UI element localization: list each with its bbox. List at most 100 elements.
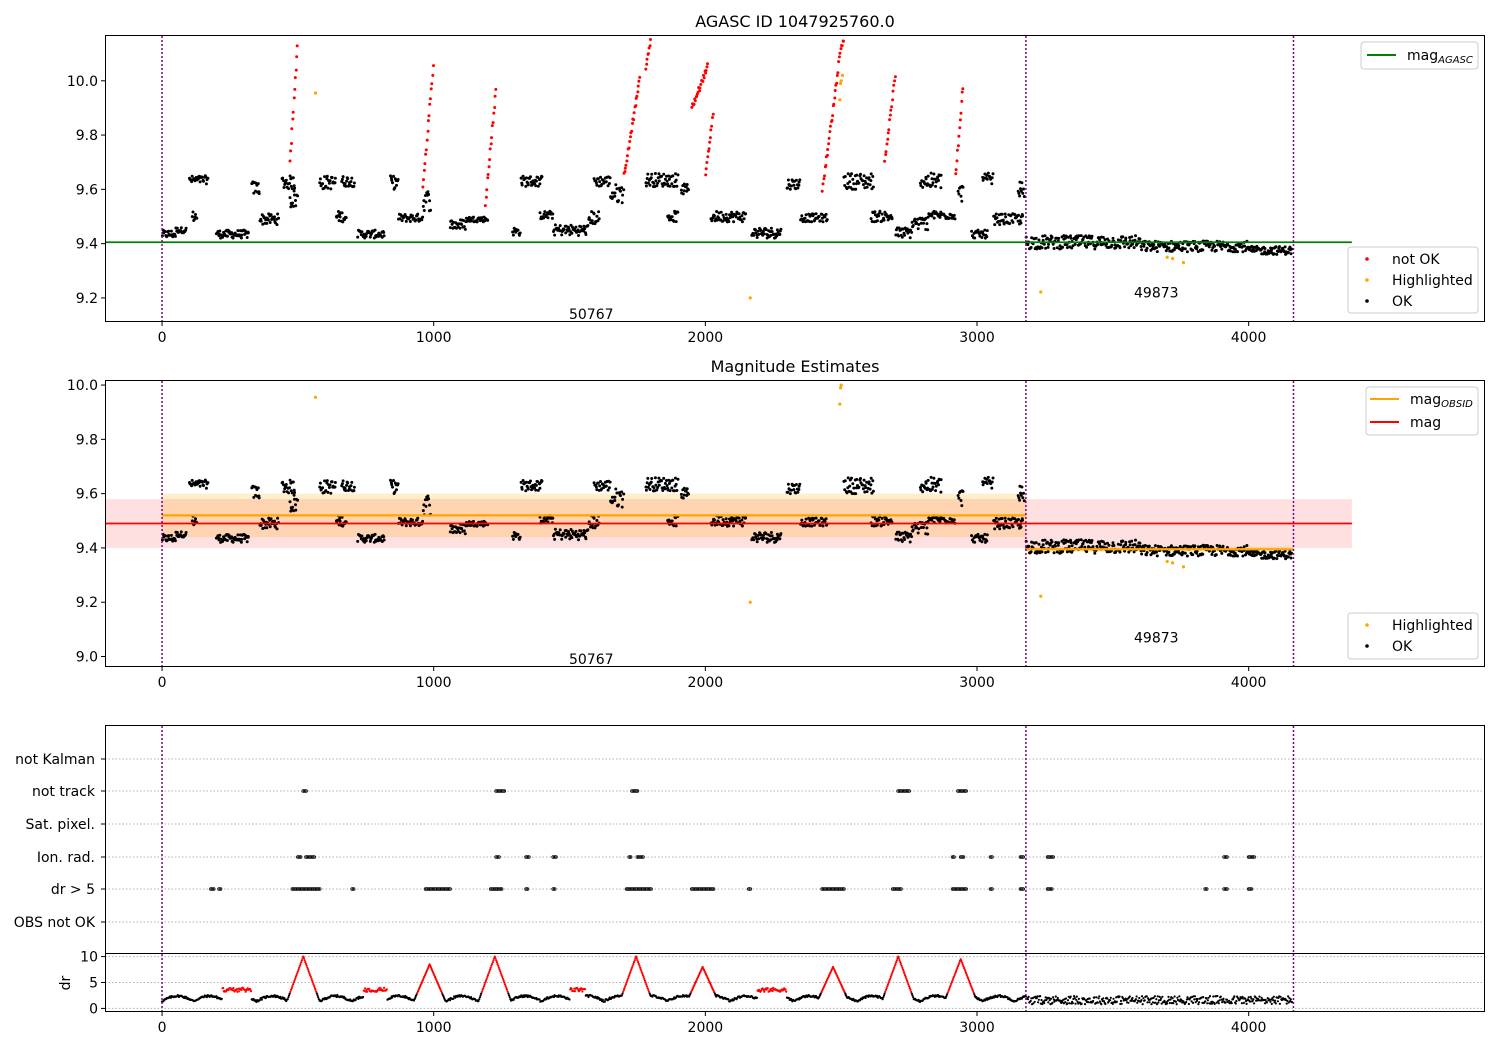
ok-point bbox=[613, 495, 617, 499]
ok-point bbox=[1177, 244, 1181, 247]
ok-point bbox=[682, 182, 686, 186]
y-tick-label: 9.6 bbox=[76, 487, 98, 503]
ok-point bbox=[670, 519, 674, 523]
flag-marker bbox=[1049, 855, 1054, 859]
not_ok-point bbox=[821, 182, 825, 186]
dr-point-high bbox=[889, 975, 892, 979]
ok-point bbox=[957, 192, 961, 196]
ok-point bbox=[663, 177, 667, 181]
flag-category-label: not Kalman bbox=[15, 752, 95, 768]
ok-point bbox=[665, 479, 668, 482]
ok-point bbox=[918, 181, 922, 185]
dr-point-high bbox=[622, 988, 626, 992]
dr-point-high bbox=[302, 955, 305, 958]
ok-point bbox=[195, 216, 199, 220]
ok-point bbox=[869, 179, 873, 183]
not_ok-point bbox=[629, 135, 632, 139]
dr-point-high bbox=[785, 990, 788, 993]
dr-point-high bbox=[961, 963, 964, 966]
not_ok-point bbox=[957, 134, 961, 138]
ok-point bbox=[1286, 250, 1290, 254]
not_ok-point bbox=[290, 127, 294, 131]
not_ok-point bbox=[484, 195, 488, 199]
ok-point bbox=[421, 204, 425, 208]
dr-point bbox=[1032, 1002, 1035, 1005]
ok-point bbox=[863, 490, 867, 494]
ok-point bbox=[1066, 235, 1070, 239]
not_ok-point bbox=[831, 114, 835, 118]
ok-point bbox=[592, 516, 596, 520]
ok-point bbox=[752, 233, 756, 237]
ok-point bbox=[957, 496, 961, 500]
ok-point bbox=[980, 236, 984, 239]
ok-point bbox=[929, 171, 933, 175]
ok-point bbox=[653, 172, 657, 175]
flag-marker bbox=[710, 887, 714, 891]
dr-point-high bbox=[505, 988, 509, 992]
ok-point bbox=[646, 181, 650, 185]
ok-point bbox=[1069, 538, 1072, 542]
ok-point bbox=[648, 183, 652, 187]
dr-point-high bbox=[309, 974, 312, 977]
dr-point-high bbox=[300, 961, 303, 964]
ok-point bbox=[1261, 556, 1265, 560]
ok-point bbox=[994, 212, 998, 216]
not_ok-point bbox=[638, 75, 642, 79]
ok-point bbox=[823, 215, 827, 219]
ok-point bbox=[448, 530, 452, 534]
dr-point bbox=[1146, 1001, 1149, 1004]
ok-point bbox=[292, 184, 296, 188]
ok-point bbox=[993, 527, 997, 531]
ok-point bbox=[1090, 539, 1094, 542]
ok-point bbox=[382, 538, 386, 542]
ok-point bbox=[608, 480, 612, 484]
ok-point bbox=[1019, 221, 1023, 225]
ok-point bbox=[398, 217, 402, 221]
dr-point-high bbox=[494, 957, 497, 960]
ok-point bbox=[592, 212, 596, 216]
not_ok-point bbox=[886, 137, 890, 141]
ok-point bbox=[848, 180, 852, 184]
dr-point bbox=[1102, 997, 1105, 1000]
not_ok-point bbox=[956, 144, 960, 148]
ok-point bbox=[346, 481, 350, 485]
not_ok-point bbox=[645, 57, 649, 61]
flag-marker bbox=[351, 887, 356, 891]
dr-point-high bbox=[902, 970, 905, 973]
ok-point bbox=[231, 540, 235, 544]
ok-point bbox=[1021, 496, 1025, 500]
flag-marker bbox=[525, 887, 530, 891]
ok-point bbox=[184, 226, 188, 230]
dr-point bbox=[1106, 997, 1109, 1000]
not_ok-point bbox=[707, 149, 710, 153]
flag-marker bbox=[316, 887, 321, 891]
ok-point bbox=[321, 182, 325, 186]
ok-point bbox=[861, 483, 865, 487]
ok-point bbox=[1056, 543, 1060, 547]
not_ok-point bbox=[708, 136, 712, 140]
ok-point bbox=[1245, 544, 1249, 547]
not_ok-point bbox=[886, 131, 890, 135]
ok-point bbox=[652, 181, 656, 185]
ok-point bbox=[1022, 187, 1025, 191]
ok-point bbox=[558, 528, 562, 532]
ok-point bbox=[184, 531, 188, 534]
dr-point bbox=[587, 995, 590, 999]
ok-point bbox=[1155, 246, 1158, 250]
ok-point bbox=[597, 210, 601, 214]
dr-point bbox=[1006, 996, 1009, 999]
not_ok-point bbox=[293, 76, 297, 80]
dr-point-high bbox=[766, 987, 769, 990]
ok-point bbox=[1263, 247, 1267, 250]
dr-point bbox=[944, 996, 947, 1000]
ok-point bbox=[1289, 556, 1293, 560]
x-tick-label: 4000 bbox=[1231, 330, 1267, 346]
dr-point bbox=[287, 996, 290, 999]
ok-point bbox=[534, 179, 538, 183]
ok-point bbox=[993, 223, 997, 227]
ok-point bbox=[665, 484, 669, 488]
dr-point-high bbox=[497, 964, 500, 967]
flag-marker bbox=[962, 887, 967, 891]
dr-point bbox=[1130, 999, 1133, 1003]
ok-point bbox=[570, 225, 574, 229]
